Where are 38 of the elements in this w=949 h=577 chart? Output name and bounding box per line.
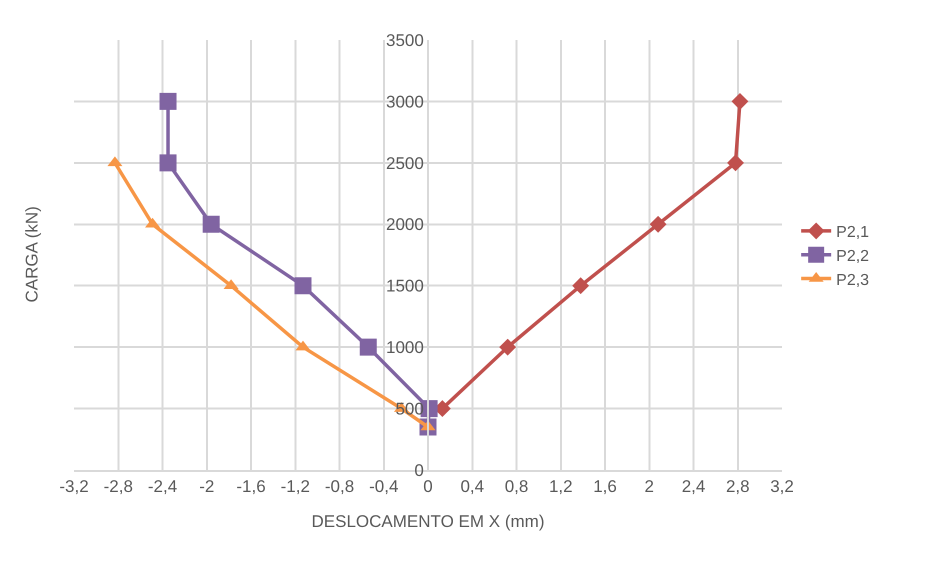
x-tick-label: -1,6 <box>236 477 266 496</box>
point <box>202 216 220 233</box>
y-tick-label: 3000 <box>386 92 424 112</box>
x-tick-label: 3,2 <box>770 477 794 496</box>
x-tick-label: -0,8 <box>324 477 354 496</box>
y-axis-title: CARGA (kN) <box>22 206 42 303</box>
x-tick-label: 1,2 <box>548 477 573 496</box>
point <box>294 277 312 294</box>
point <box>160 154 177 172</box>
point <box>160 92 177 110</box>
y-tick-label: 2500 <box>386 154 424 173</box>
point <box>499 338 516 356</box>
y-tick-label: 3500 <box>386 30 424 50</box>
x-tick-label: 2,8 <box>726 477 750 496</box>
x-axis-title: DESLOCAMENTO EM X (mm) <box>312 512 544 532</box>
y-tick-label: 1500 <box>386 276 424 296</box>
x-tick-label: 2,4 <box>682 477 706 496</box>
x-tick-label: -0,4 <box>369 477 398 496</box>
y-tick-label: 1000 <box>386 338 424 358</box>
x-tick-label: -2 <box>199 477 214 496</box>
legend-label: P2,1 <box>836 224 870 242</box>
point <box>732 92 748 110</box>
point <box>650 216 667 233</box>
x-tick-label: 2 <box>644 477 654 496</box>
legend-label: P2,2 <box>836 248 870 265</box>
x-tick-label: 1,6 <box>593 477 617 496</box>
x-tick-label: 0,8 <box>504 477 528 496</box>
x-tick-label: -3,2 <box>59 477 89 496</box>
legend-label: P2,3 <box>836 272 870 289</box>
x-tick-label: -2,4 <box>148 477 178 496</box>
x-tick-label: -2,8 <box>104 477 133 496</box>
y-tick-label: 2000 <box>386 215 424 234</box>
point <box>727 154 744 172</box>
x-tick-label: 0,4 <box>460 477 484 496</box>
y-tick-label: 0 <box>414 460 424 480</box>
point <box>572 277 590 294</box>
point <box>360 338 377 356</box>
x-tick-label: -1,2 <box>280 477 310 496</box>
